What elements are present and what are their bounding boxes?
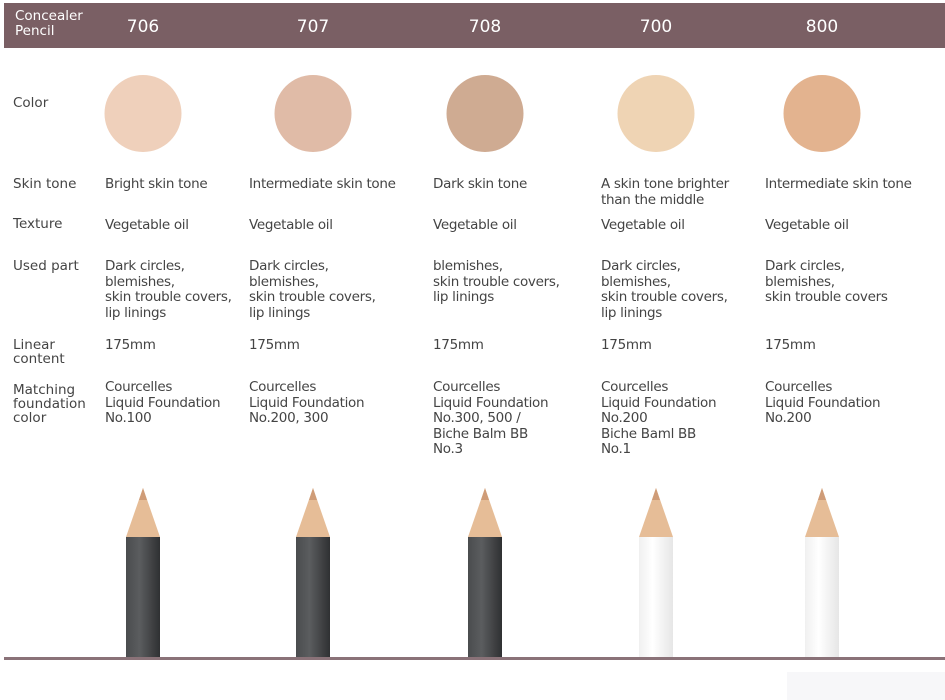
pencil-image — [296, 488, 330, 657]
color-swatch — [446, 75, 524, 152]
row-label-linear-content: Linear content — [13, 337, 65, 367]
corner-block — [787, 672, 945, 700]
pencil-body — [296, 537, 330, 657]
table-header: Concealer Pencil 706 707 708 700 800 — [4, 3, 945, 48]
pencil-lead — [139, 488, 147, 500]
cell-skin-tone: A skin tone brighter than the middle — [601, 176, 729, 208]
row-label-texture: Texture — [13, 216, 63, 232]
cell-skin-tone: Bright skin tone — [105, 176, 208, 192]
color-swatch — [783, 75, 861, 152]
cell-used-part: Dark circles, blemishes, skin trouble co… — [249, 258, 376, 321]
cell-texture: Vegetable oil — [433, 217, 517, 233]
pencil-image — [805, 488, 839, 657]
pencil-lead — [652, 488, 660, 500]
cell-texture: Vegetable oil — [249, 217, 333, 233]
color-swatch — [104, 75, 182, 152]
cell-used-part: Dark circles, blemishes, skin trouble co… — [601, 258, 728, 321]
cell-used-part: blemishes, skin trouble covers, lip lini… — [433, 258, 560, 305]
row-label-matching: Matching foundation color — [13, 382, 86, 426]
color-swatch — [274, 75, 352, 152]
pencil-tip — [296, 488, 330, 537]
pencil-image — [126, 488, 160, 657]
pencil-lead — [818, 488, 826, 500]
pencil-lead — [481, 488, 489, 500]
row-label-color: Color — [13, 95, 49, 111]
column-header-707: 707 — [296, 17, 330, 37]
pencil-tip — [126, 488, 160, 537]
cell-used-part: Dark circles, blemishes, skin trouble co… — [105, 258, 232, 321]
cell-skin-tone: Intermediate skin tone — [765, 176, 912, 192]
cell-skin-tone: Dark skin tone — [433, 176, 527, 192]
row-label-skin-tone: Skin tone — [13, 176, 77, 192]
pencil-lead — [309, 488, 317, 500]
cell-linear-content: 175mm — [601, 337, 652, 353]
row-label-used-part: Used part — [13, 258, 79, 274]
column-header-700: 700 — [639, 17, 673, 37]
pencil-body — [468, 537, 502, 657]
cell-texture: Vegetable oil — [765, 217, 849, 233]
pencil-image — [639, 488, 673, 657]
cell-linear-content: 175mm — [249, 337, 300, 353]
pencil-body — [126, 537, 160, 657]
cell-matching: Courcelles Liquid Foundation No.100 — [105, 379, 221, 426]
pencil-tip — [805, 488, 839, 537]
color-swatch — [617, 75, 695, 152]
column-header-800: 800 — [805, 17, 839, 37]
column-header-708: 708 — [468, 17, 502, 37]
header-title: Concealer Pencil — [15, 8, 83, 39]
pencil-body — [639, 537, 673, 657]
cell-matching: Courcelles Liquid Foundation No.300, 500… — [433, 379, 549, 457]
cell-linear-content: 175mm — [433, 337, 484, 353]
column-header-706: 706 — [126, 17, 160, 37]
baseline-divider — [4, 657, 945, 660]
cell-used-part: Dark circles, blemishes, skin trouble co… — [765, 258, 888, 305]
pencil-image — [468, 488, 502, 657]
cell-matching: Courcelles Liquid Foundation No.200, 300 — [249, 379, 365, 426]
cell-linear-content: 175mm — [765, 337, 816, 353]
pencil-tip — [639, 488, 673, 537]
cell-texture: Vegetable oil — [105, 217, 189, 233]
cell-skin-tone: Intermediate skin tone — [249, 176, 396, 192]
cell-matching: Courcelles Liquid Foundation No.200 — [765, 379, 881, 426]
cell-linear-content: 175mm — [105, 337, 156, 353]
cell-matching: Courcelles Liquid Foundation No.200 Bich… — [601, 379, 717, 457]
pencil-body — [805, 537, 839, 657]
pencil-tip — [468, 488, 502, 537]
cell-texture: Vegetable oil — [601, 217, 685, 233]
